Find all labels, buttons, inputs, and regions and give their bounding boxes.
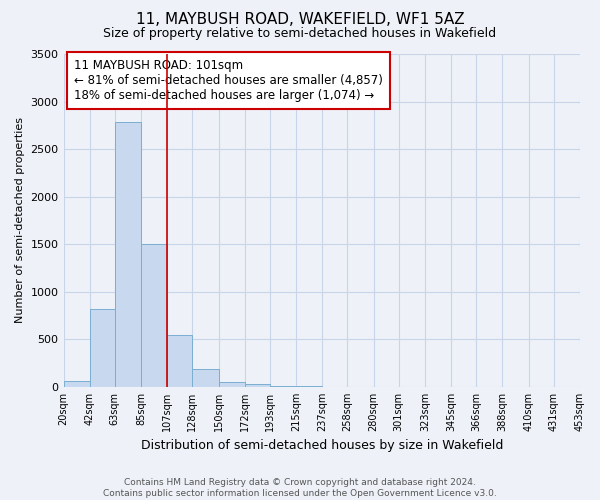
Bar [64,381,90,387]
Bar [218,382,245,387]
Text: 11, MAYBUSH ROAD, WAKEFIELD, WF1 5AZ: 11, MAYBUSH ROAD, WAKEFIELD, WF1 5AZ [136,12,464,28]
Text: Size of property relative to semi-detached houses in Wakefield: Size of property relative to semi-detach… [103,28,497,40]
Bar [193,369,218,387]
Bar [90,309,115,387]
Bar [115,122,141,387]
Y-axis label: Number of semi-detached properties: Number of semi-detached properties [15,118,25,324]
Bar [270,386,296,387]
Text: 11 MAYBUSH ROAD: 101sqm
← 81% of semi-detached houses are smaller (4,857)
18% of: 11 MAYBUSH ROAD: 101sqm ← 81% of semi-de… [74,59,383,102]
Bar [167,334,193,387]
Bar [141,244,167,387]
X-axis label: Distribution of semi-detached houses by size in Wakefield: Distribution of semi-detached houses by … [140,440,503,452]
Text: Contains HM Land Registry data © Crown copyright and database right 2024.
Contai: Contains HM Land Registry data © Crown c… [103,478,497,498]
Bar [245,384,270,387]
